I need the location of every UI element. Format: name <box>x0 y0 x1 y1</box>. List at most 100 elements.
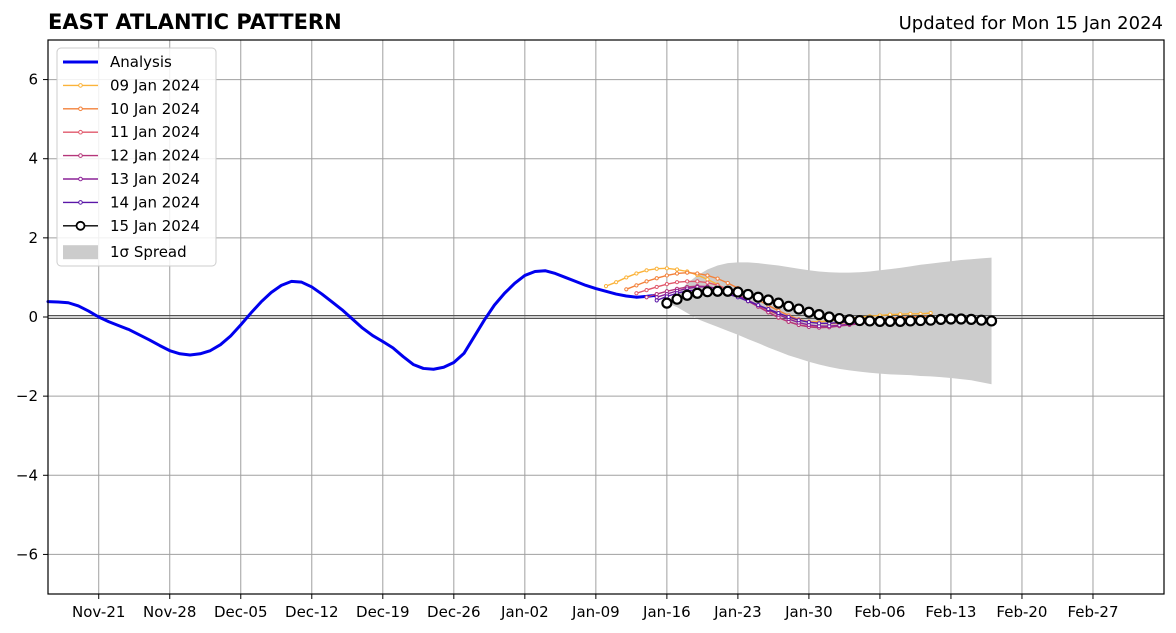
x-tick-label: Nov-28 <box>143 603 196 621</box>
legend-marker-current <box>75 220 86 231</box>
x-tick-label: Nov-21 <box>72 603 125 621</box>
legend-marker-forecast <box>78 153 83 158</box>
legend-label-forecast: 09 Jan 2024 <box>110 76 200 94</box>
current-forecast-point <box>772 297 785 309</box>
forecast-point <box>654 266 659 271</box>
chart-title: EAST ATLANTIC PATTERN <box>48 10 342 34</box>
current-forecast-point <box>691 287 703 299</box>
x-tick-label: Jan-02 <box>500 603 549 621</box>
forecast-point <box>776 310 781 316</box>
legend-marker-forecast <box>78 106 83 112</box>
current-forecast-point <box>701 286 714 298</box>
current-forecast-point <box>813 309 825 321</box>
legend-marker-forecast <box>78 200 83 205</box>
current-forecast-point <box>955 313 967 325</box>
current-forecast-point <box>904 315 916 327</box>
x-tick-label: Dec-05 <box>214 603 268 621</box>
forecast-point <box>624 287 629 292</box>
current-forecast-point <box>783 300 795 312</box>
current-forecast-point <box>752 291 764 303</box>
forecast-point <box>644 279 649 284</box>
forecast-point <box>644 295 649 300</box>
chart-subtitle: Updated for Mon 15 Jan 2024 <box>899 13 1163 34</box>
forecast-point <box>796 318 801 323</box>
current-forecast-point <box>671 293 683 305</box>
legend-marker-forecast <box>78 176 83 182</box>
forecast-point <box>695 271 700 276</box>
forecast-point <box>756 303 761 308</box>
current-forecast-point <box>945 313 957 325</box>
forecast-point <box>654 276 659 281</box>
current-forecast-point <box>711 285 724 297</box>
forecast-point <box>664 282 669 287</box>
current-forecast-point <box>793 303 805 315</box>
current-forecast-point <box>762 294 774 306</box>
x-tick-label: Jan-30 <box>784 603 833 621</box>
forecast-point <box>634 291 639 296</box>
x-tick-label: Dec-12 <box>285 603 339 621</box>
forecast-point <box>715 276 720 281</box>
forecast-point <box>806 320 812 325</box>
legend-label-spread: 1σ Spread <box>110 243 187 261</box>
current-forecast-point <box>874 315 886 327</box>
forecast-point <box>685 270 690 275</box>
current-forecast-point <box>884 315 896 327</box>
forecast-point <box>705 280 710 285</box>
y-tick-label: 6 <box>28 71 38 89</box>
forecast-point <box>674 280 680 285</box>
forecast-point <box>634 283 639 288</box>
current-forecast-point <box>925 314 937 326</box>
forecast-point <box>664 273 669 278</box>
x-tick-label: Dec-19 <box>356 603 410 621</box>
y-tick-label: −6 <box>16 545 38 563</box>
legend: Analysis 09 Jan 2024 10 Jan 2024 11 Jan 202… <box>56 47 217 267</box>
forecast-point <box>766 306 771 312</box>
current-forecast-point <box>681 289 693 301</box>
current-forecast-point <box>833 312 845 325</box>
forecast-point <box>786 314 791 320</box>
forecast-point <box>654 284 659 290</box>
legend-box <box>56 47 217 267</box>
forecast-point <box>705 273 710 278</box>
forecast-point <box>614 280 619 285</box>
current-forecast-point <box>985 315 998 327</box>
legend-label-current: 15 Jan 2024 <box>110 217 200 235</box>
x-tick-label: Feb-13 <box>925 603 976 621</box>
legend-marker-forecast <box>78 83 83 88</box>
current-forecast-point <box>823 311 835 323</box>
x-tick-label: Dec-26 <box>427 603 481 621</box>
current-forecast-point <box>803 306 815 318</box>
legend-label-analysis: Analysis <box>110 53 172 71</box>
forecast-point <box>685 279 690 284</box>
forecast-point <box>664 294 669 299</box>
legend-label-forecast: 10 Jan 2024 <box>110 100 200 118</box>
current-forecast-point <box>854 314 866 327</box>
current-forecast-point <box>742 288 754 301</box>
current-forecast-point <box>894 315 906 327</box>
current-forecast-point <box>975 314 987 326</box>
current-forecast-point <box>965 313 977 325</box>
forecast-point <box>644 287 649 293</box>
analysis-layer <box>46 269 659 371</box>
forecast-point <box>816 321 822 326</box>
current-forecast-point <box>661 297 673 309</box>
forecast-point <box>624 275 629 280</box>
y-tick-label: 2 <box>28 229 38 247</box>
current-forecast-point <box>843 314 856 326</box>
x-tick-label: Jan-09 <box>571 603 620 621</box>
current-forecast-point <box>722 285 734 297</box>
forecast-point <box>674 267 680 272</box>
x-tick-label: Feb-20 <box>996 603 1047 621</box>
forecast-point <box>603 284 609 289</box>
y-tick-label: −2 <box>16 387 38 405</box>
forecast-point <box>725 280 730 286</box>
forecast-point <box>664 266 669 271</box>
forecast-point <box>887 312 893 317</box>
forecast-point <box>644 268 649 273</box>
x-tick-label: Feb-06 <box>854 603 905 621</box>
x-tick-label: Jan-23 <box>713 603 762 621</box>
legend-label-forecast: 13 Jan 2024 <box>110 170 200 188</box>
y-tick-label: −4 <box>16 466 38 484</box>
legend-label-forecast: 11 Jan 2024 <box>110 123 200 141</box>
